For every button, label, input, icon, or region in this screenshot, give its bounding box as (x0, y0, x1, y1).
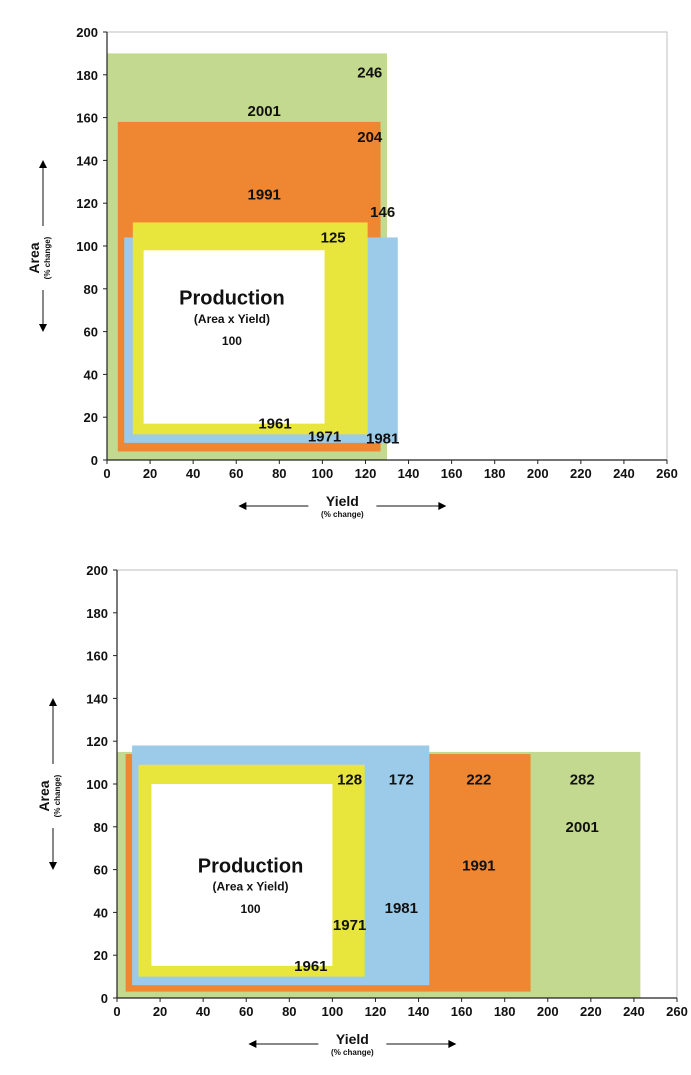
y-axis-title: Area (36, 780, 52, 811)
y-axis-subtitle: (% change) (43, 236, 52, 279)
y-tick-label: 100 (86, 777, 108, 792)
x-tick-label: 240 (613, 466, 635, 481)
y-tick-label: 20 (94, 948, 108, 963)
x-tick-label: 180 (484, 466, 506, 481)
x-tick-label: 60 (239, 1004, 253, 1019)
x-tick-label: 260 (656, 466, 678, 481)
year-label-1991: 1991 (462, 857, 495, 874)
y-arrow-head-down (39, 324, 47, 332)
production-label-1971: 128 (337, 772, 362, 789)
x-tick-label: 240 (623, 1004, 645, 1019)
x-tick-label: 160 (441, 466, 463, 481)
x-arrow-head-right (448, 1040, 457, 1048)
year-label-1981: 1981 (366, 431, 399, 448)
production-label-1991: 204 (357, 129, 383, 146)
x-tick-label: 60 (229, 466, 243, 481)
chart-bottom: 0 20 40 60 80 100 120 140 160 180 200 220 240 260 0 20 4… (36, 563, 688, 1057)
x-tick-label: 100 (322, 1004, 344, 1019)
y-arrow-head-up (39, 160, 47, 168)
y-arrow-head-down (49, 862, 57, 870)
production-label-1991: 222 (466, 772, 491, 789)
y-axis-subtitle: (% change) (53, 774, 62, 817)
x-tick-label: 40 (186, 466, 200, 481)
year-label-1991: 1991 (248, 187, 281, 204)
x-tick-label: 20 (143, 466, 157, 481)
y-tick-label: 160 (76, 111, 98, 126)
production-label-2001: 246 (357, 65, 382, 82)
y-tick-label: 120 (76, 196, 98, 211)
y-tick-label: 0 (91, 453, 98, 468)
year-label-1961: 1961 (294, 958, 327, 975)
x-axis-subtitle: (% change) (331, 1048, 374, 1057)
x-tick-label: 80 (272, 466, 286, 481)
production-label-1981: 172 (389, 772, 414, 789)
y-tick-label: 0 (101, 991, 108, 1006)
x-axis-title: Yield (326, 493, 359, 509)
production-base-value: 100 (241, 902, 261, 916)
area-rect-1961 (143, 250, 325, 424)
x-tick-label: 100 (312, 466, 334, 481)
x-tick-label: 180 (494, 1004, 516, 1019)
production-base-value: 100 (222, 334, 242, 348)
production-subtitle: (Area x Yield) (213, 880, 289, 894)
x-tick-label: 200 (537, 1004, 559, 1019)
y-tick-label: 140 (86, 691, 108, 706)
year-label-2001: 2001 (248, 103, 281, 120)
y-tick-label: 60 (94, 863, 108, 878)
x-arrow-head-left (248, 1040, 257, 1048)
production-subtitle: (Area x Yield) (194, 312, 270, 326)
year-label-1981: 1981 (385, 900, 418, 917)
y-tick-label: 60 (84, 325, 98, 340)
chart-top: 0 20 40 60 80 100 120 140 160 180 200 220 240 2600204… (26, 25, 678, 519)
y-tick-label: 180 (86, 606, 108, 621)
x-tick-label: 260 (666, 1004, 688, 1019)
y-tick-label: 20 (84, 410, 98, 425)
x-tick-label: 120 (355, 466, 377, 481)
x-tick-label: 20 (153, 1004, 167, 1019)
year-label-1961: 1961 (258, 416, 291, 433)
x-tick-label: 80 (282, 1004, 296, 1019)
x-tick-label: 160 (451, 1004, 473, 1019)
y-tick-label: 40 (84, 367, 98, 382)
production-title: Production (198, 855, 304, 877)
y-axis-title: Area (26, 242, 42, 273)
y-tick-label: 40 (94, 905, 108, 920)
x-tick-label: 0 (103, 466, 110, 481)
x-tick-label: 120 (365, 1004, 387, 1019)
production-label-1971: 125 (321, 229, 346, 246)
x-arrow-head-left (238, 502, 247, 510)
x-tick-label: 220 (570, 466, 592, 481)
x-tick-label: 0 (113, 1004, 120, 1019)
y-tick-label: 80 (84, 282, 98, 297)
y-tick-label: 160 (86, 649, 108, 664)
x-tick-label: 220 (580, 1004, 602, 1019)
x-tick-label: 40 (196, 1004, 210, 1019)
x-axis-subtitle: (% change) (321, 510, 364, 519)
x-tick-label: 200 (527, 466, 549, 481)
year-label-1971: 1971 (333, 917, 366, 934)
x-axis-title: Yield (336, 1031, 369, 1047)
y-tick-label: 200 (86, 563, 108, 578)
y-tick-label: 100 (76, 239, 98, 254)
area-rect-1961 (151, 784, 333, 966)
production-label-2001: 282 (570, 772, 595, 789)
y-arrow-head-up (49, 698, 57, 706)
x-arrow-head-right (438, 502, 447, 510)
y-tick-label: 80 (94, 820, 108, 835)
y-tick-label: 200 (76, 25, 98, 40)
x-tick-label: 140 (408, 1004, 430, 1019)
year-label-2001: 2001 (566, 819, 599, 836)
production-label-1981: 146 (370, 204, 395, 221)
production-title: Production (179, 287, 285, 309)
y-tick-label: 120 (86, 734, 108, 749)
y-tick-label: 180 (76, 68, 98, 83)
x-tick-label: 140 (398, 466, 420, 481)
y-tick-label: 140 (76, 153, 98, 168)
year-label-1971: 1971 (308, 428, 341, 445)
